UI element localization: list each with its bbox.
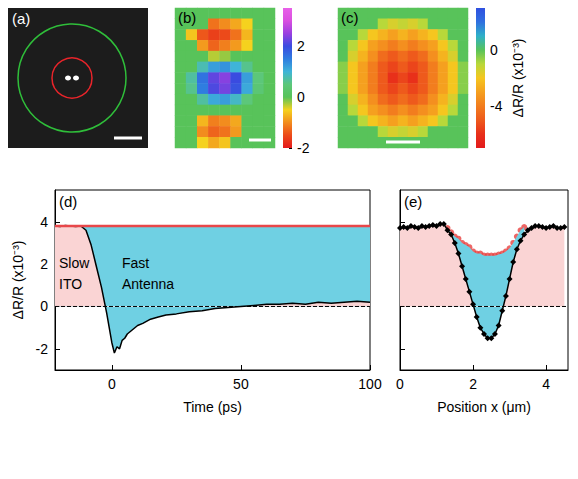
svg-text:ΔR/R (x10⁻³): ΔR/R (x10⁻³): [10, 241, 26, 320]
svg-text:0: 0: [297, 89, 305, 105]
svg-text:(e): (e): [404, 193, 422, 210]
svg-text:4: 4: [40, 214, 48, 230]
svg-text:(d): (d): [59, 193, 77, 210]
svg-text:4: 4: [542, 376, 550, 392]
svg-text:0: 0: [490, 42, 498, 58]
svg-text:-2: -2: [297, 140, 310, 156]
svg-text:(b): (b): [178, 9, 196, 26]
svg-text:0: 0: [40, 298, 48, 314]
svg-text:-4: -4: [490, 98, 503, 114]
svg-text:0: 0: [108, 376, 116, 392]
svg-text:(a): (a): [12, 10, 30, 27]
svg-text:Slow: Slow: [59, 255, 90, 271]
svg-text:2: 2: [469, 376, 477, 392]
svg-text:(c): (c): [341, 9, 359, 26]
svg-text:2: 2: [297, 38, 305, 54]
svg-text:0: 0: [396, 376, 404, 392]
svg-text:50: 50: [233, 376, 249, 392]
svg-text:Fast: Fast: [122, 255, 149, 271]
svg-text:2: 2: [40, 256, 48, 272]
svg-text:-2: -2: [36, 341, 49, 357]
svg-text:ITO: ITO: [59, 276, 82, 292]
svg-text:ΔR/R (x10⁻³): ΔR/R (x10⁻³): [510, 39, 526, 118]
svg-text:Antenna: Antenna: [122, 276, 174, 292]
svg-text:100: 100: [358, 376, 382, 392]
svg-text:Position x (μm): Position x (μm): [437, 399, 531, 415]
svg-text:Time (ps): Time (ps): [183, 399, 242, 415]
